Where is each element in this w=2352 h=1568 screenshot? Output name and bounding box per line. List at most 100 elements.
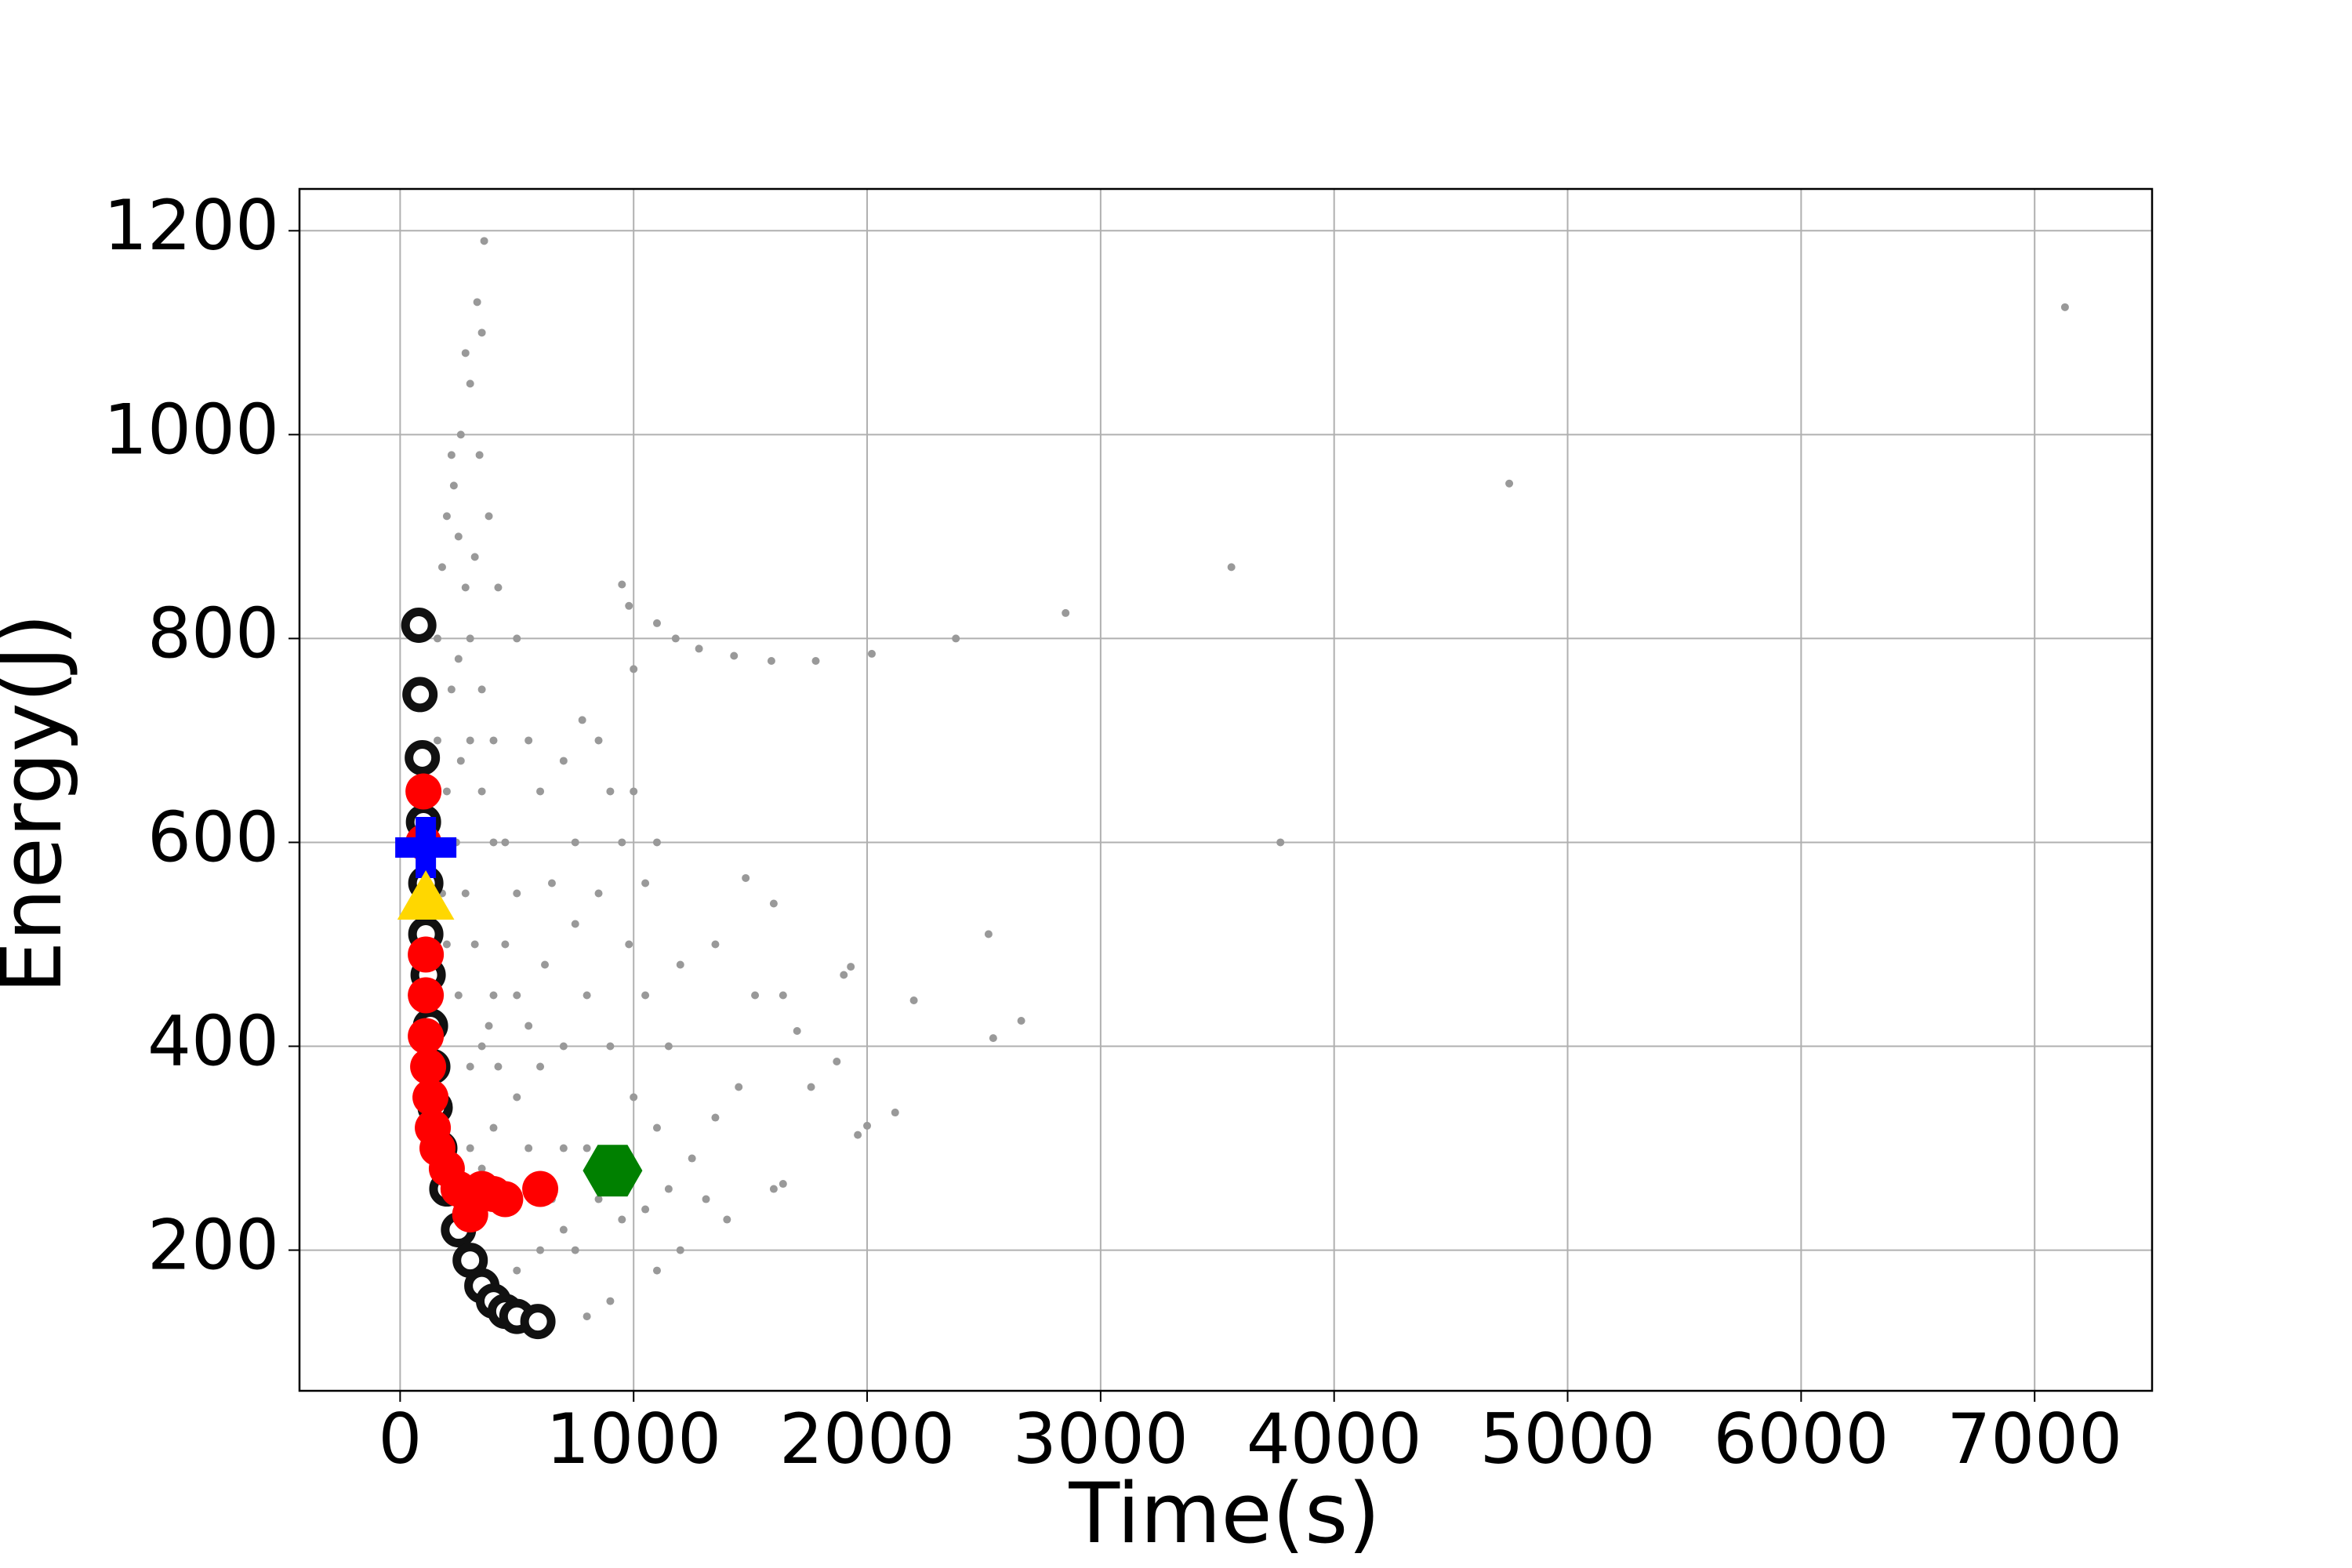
gray-point [559,1144,568,1152]
gray-point [480,237,488,245]
triangle-point [397,870,455,920]
gray-point [524,736,533,745]
gray-point [461,889,470,898]
gray-point [513,991,521,1000]
gray-point [811,657,820,666]
gray-point [606,1297,615,1305]
gray-point [847,963,855,971]
gray-point [447,685,456,694]
gray-point [434,736,442,745]
gray-point [630,665,638,673]
gray-point [751,991,760,1000]
gray-point [652,1123,661,1132]
gray-point [854,1131,862,1139]
x-tick-label: 1000 [546,1399,721,1479]
gray-point [466,736,474,745]
x-tick-label: 0 [378,1399,422,1479]
gray-point [494,1062,503,1071]
gray-point [524,1144,533,1152]
gray-point [711,940,720,949]
gray-point [477,328,486,337]
gray-point [671,634,680,643]
plot-points [395,237,2069,1340]
gray-point [891,1109,899,1117]
gray-point [1017,1017,1025,1025]
gray-point [767,657,775,666]
gray-point [494,583,503,592]
gray-point [466,379,474,388]
gray-point [473,298,481,307]
gray-point [470,940,479,949]
gray-point [456,430,465,439]
gray-point [437,563,446,572]
gray-point [641,879,650,887]
hexagon-point [583,1145,643,1197]
gray-point [779,991,787,1000]
y-tick-label: 600 [147,797,279,877]
gray-point [742,873,750,882]
gray-point [477,787,486,796]
gray-point [485,512,493,521]
gray-point [1505,479,1514,488]
gray-point [867,649,876,658]
gray-point [594,889,603,898]
gray-point [454,655,463,663]
gray-point [735,1083,743,1091]
gray-point [594,736,603,745]
x-tick-label: 2000 [779,1399,955,1479]
gray-point [571,920,579,928]
black-point [401,608,437,644]
gray-point [702,1195,710,1203]
gray-point [571,1246,579,1254]
red-point [522,1171,559,1207]
x-tick-label: 5000 [1480,1399,1656,1479]
red-point [408,1018,445,1054]
gray-point [664,1185,673,1193]
gray-point [630,1093,638,1102]
x-axis-label: Time(s) [1068,1465,1380,1562]
gray-point [730,652,739,660]
gray-point [461,583,470,592]
x-tick-label: 4000 [1247,1399,1422,1479]
gray-point [501,940,510,949]
gray-point [583,1312,591,1321]
gray-point [711,1113,720,1122]
red-point [410,1048,447,1085]
gray-point [664,1042,673,1051]
plot-frame [298,187,2154,1392]
gray-point [652,619,661,627]
gray-point [477,1042,486,1051]
gray-point [475,451,484,459]
gray-point [454,532,463,541]
y-tick-label: 400 [147,1000,279,1081]
gray-point [536,787,545,796]
gray-point [1276,838,1285,847]
gray-point [583,1144,591,1152]
gray-point [489,838,498,847]
gray-point [501,838,510,847]
gray-point [489,736,498,745]
gray-point [984,930,993,938]
gray-point [1227,563,1236,572]
gray-point [442,512,451,521]
gray-point [559,1042,568,1051]
gray-point [989,1034,997,1043]
gray-point [676,960,684,969]
gray-point [583,991,591,1000]
gray-point [485,1022,493,1030]
gray-point [461,349,470,358]
black-point [405,740,441,776]
gray-point [536,1062,545,1071]
gray-point [454,991,463,1000]
gray-point [723,1215,731,1224]
gray-point [447,451,456,459]
gray-point [536,1246,545,1254]
gray-point [807,1083,815,1091]
gray-point [466,1144,474,1152]
gray-point [652,1266,661,1275]
plus-point [395,816,457,878]
gray-point [466,1062,474,1071]
gray-point [456,757,465,765]
y-tick-label: 800 [147,593,279,673]
